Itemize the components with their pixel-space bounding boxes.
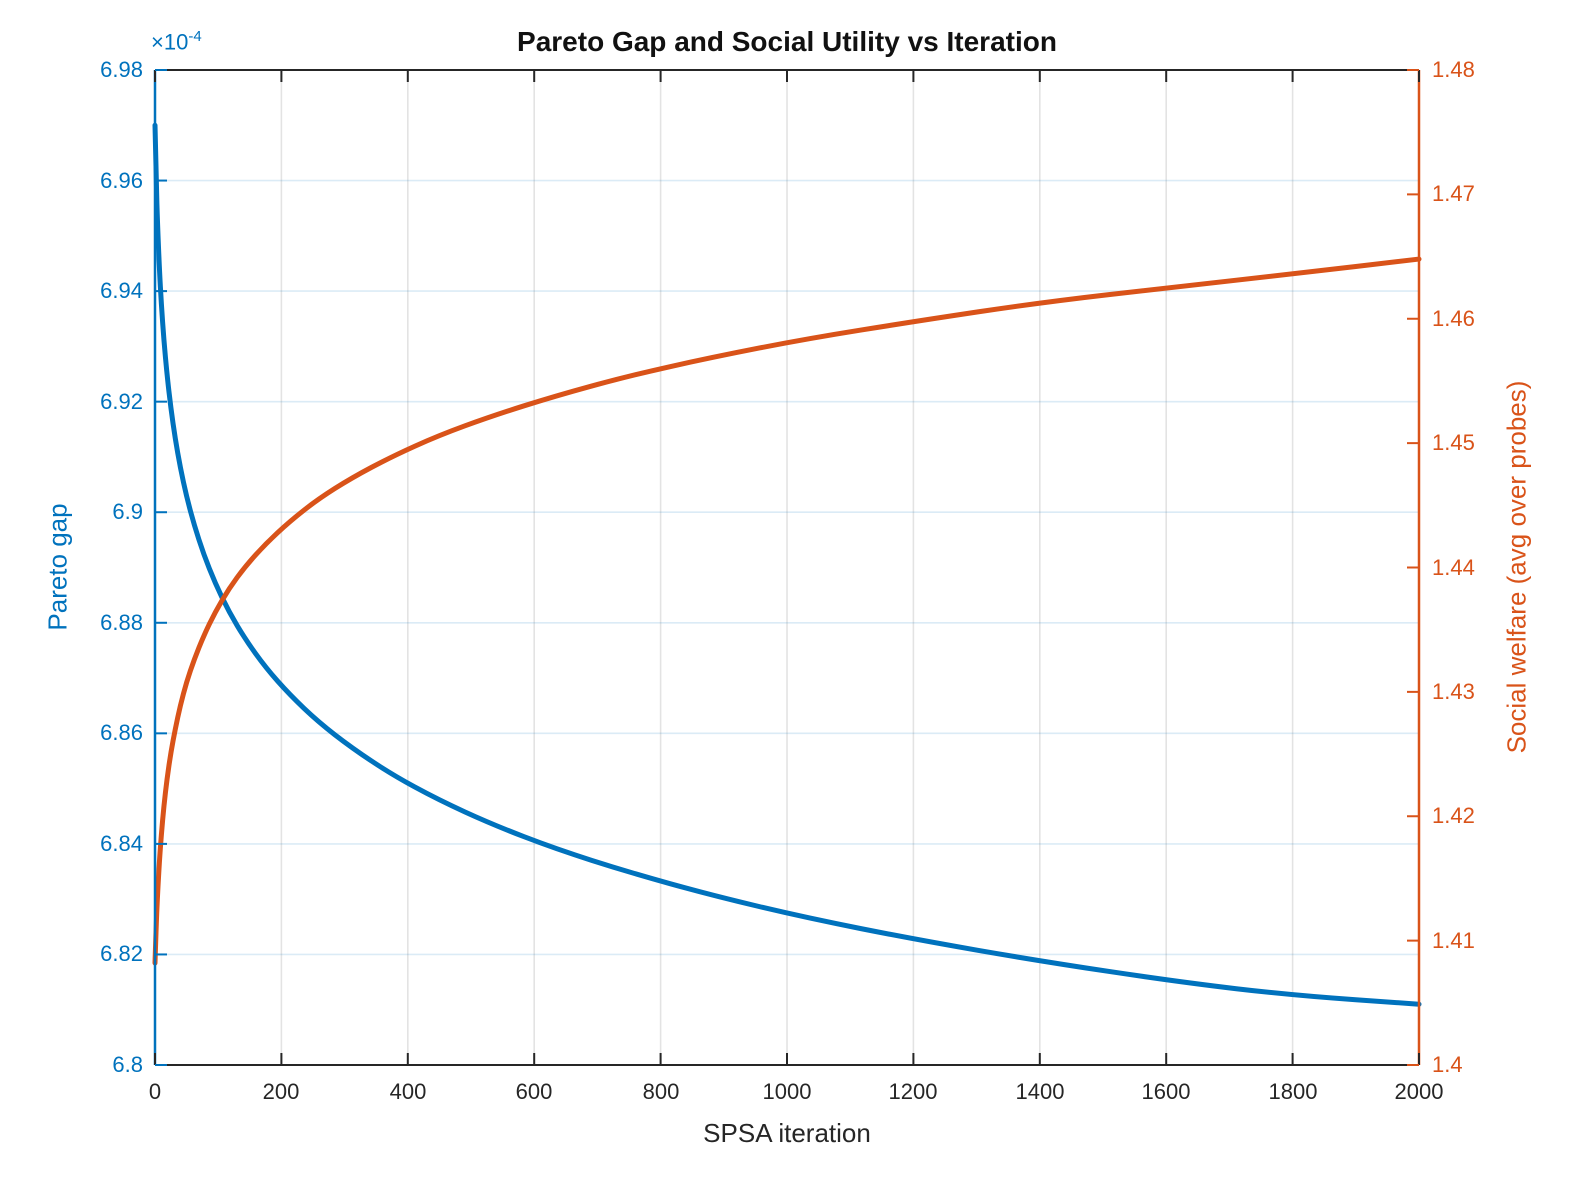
right-y-axis-label: Social welfare (avg over probes): [1501, 380, 1532, 754]
chart-title: Pareto Gap and Social Utility vs Iterati…: [517, 26, 1057, 57]
right-tick: 1.44: [1432, 555, 1475, 580]
left-tick: 6.94: [100, 278, 143, 303]
left-axis-multiplier: ×10-4: [151, 28, 202, 55]
social-welfare-line: [152, 256, 1422, 966]
right-tick: 1.48: [1432, 57, 1475, 82]
curves: [152, 122, 1422, 1007]
multiplier-exponent: -4: [188, 28, 202, 45]
x-axis-label: SPSA iteration: [703, 1118, 871, 1148]
x-tick: 200: [262, 1079, 300, 1104]
right-tick: 1.41: [1432, 928, 1475, 953]
right-tick: 1.46: [1432, 306, 1475, 331]
right-tick: 1.42: [1432, 803, 1475, 828]
left-tick: 6.96: [100, 168, 143, 193]
left-tick: 6.9: [112, 499, 143, 524]
left-tick: 6.92: [100, 389, 143, 414]
left-tick: 6.84: [100, 831, 143, 856]
x-tick: 2000: [1394, 1079, 1444, 1104]
left-y-axis-label: Pareto gap: [42, 503, 73, 631]
x-tick: 1200: [888, 1079, 938, 1104]
x-tick: 1000: [762, 1079, 812, 1104]
multiplier-base: ×10: [151, 29, 189, 55]
left-tick: 6.8: [112, 1052, 143, 1077]
pareto-gap-line: [152, 122, 1422, 1007]
left-tick: 6.98: [100, 57, 143, 82]
x-tick: 1400: [1015, 1079, 1065, 1104]
x-tick: 400: [389, 1079, 427, 1104]
x-tick: 600: [515, 1079, 553, 1104]
x-tick: 800: [642, 1079, 680, 1104]
right-tick: 1.4: [1432, 1052, 1463, 1077]
left-tick: 6.88: [100, 610, 143, 635]
gridlines: [155, 70, 1419, 1065]
x-tick: 1800: [1268, 1079, 1318, 1104]
left-tick: 6.82: [100, 941, 143, 966]
left-tick: 6.86: [100, 720, 143, 745]
right-tick: 1.47: [1432, 181, 1475, 206]
right-tick: 1.45: [1432, 430, 1475, 455]
x-tick: 0: [148, 1079, 162, 1104]
x-tick: 1600: [1141, 1079, 1191, 1104]
right-tick: 1.43: [1432, 679, 1475, 704]
tick-marks: [154, 69, 1420, 1066]
